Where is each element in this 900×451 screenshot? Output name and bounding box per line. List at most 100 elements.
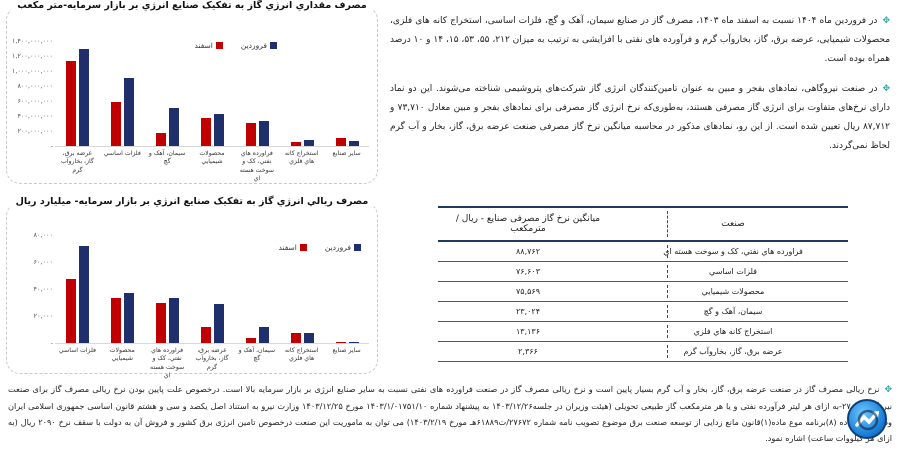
cell-industry: فراورده هاي نفتي، کک و سوخت هسته اي (663, 247, 803, 256)
plot-area: - ۲۰۰,۰۰۰,۰۰۰ ۴۰۰,۰۰۰,۰۰۰ ۶۰۰,۰۰۰,۰۰۰ ۸۰۰,۰۰… (11, 37, 373, 150)
x-category-label: محصولات شيميايي (109, 347, 135, 363)
cell-industry: محصولات شيميايي (701, 287, 765, 296)
bar-farvardin (258, 121, 269, 146)
x-category-label: فلزات اساسي (103, 150, 141, 157)
trend-arrow-logo-icon (847, 399, 887, 439)
table-row: محصولات شيميايي ۷۵,۵۶۹ (438, 282, 848, 302)
chart-title: مصرف ريالي انرژي گاز به تفکيک صنايع انرژ… (7, 196, 377, 207)
y-tick-label: ۱,۴۰۰,۰۰۰,۰۰۰ (11, 37, 53, 45)
y-tick-label: ۲۰۰,۰۰۰,۰۰۰ (17, 127, 53, 135)
bar-esfand (111, 298, 122, 343)
table-row: فلزات اساسي ۷۶,۶۰۳ (438, 262, 848, 282)
cell-rate: ۲,۳۶۶ (518, 347, 538, 356)
bar-farvardin (124, 77, 135, 146)
x-category-label: سيمان، آهک و گچ (238, 347, 276, 363)
bar-esfand (245, 338, 256, 343)
y-tick-label: ۲۰,۰۰۰ (33, 312, 53, 320)
bar-farvardin (348, 342, 359, 343)
bar-esfand (66, 279, 77, 343)
y-tick-label: ۱,۰۰۰,۰۰۰,۰۰۰ (11, 67, 53, 75)
paragraph-consumption-change: ✥در فروردین ماه ۱۴۰۴ نسبت به اسفند ماه ۱… (390, 16, 891, 64)
y-tick-label: ۴۰,۰۰۰ (33, 285, 53, 293)
bullet-icon: ✥ (884, 385, 892, 395)
table-row: فراورده هاي نفتي، کک و سوخت هسته اي ۸۸,۷۶… (438, 242, 848, 262)
bar-group (335, 235, 359, 343)
x-category-label: استخراج کانه هاي فلزي (284, 150, 319, 166)
bar-group (111, 41, 135, 146)
bar-farvardin (214, 304, 224, 343)
y-tick-label: ۴۰۰,۰۰۰,۰۰۰ (17, 112, 53, 120)
bullet-icon: ✥ (882, 16, 890, 26)
bar-esfand (156, 302, 167, 343)
chart-legend: فروردین اسفند (279, 243, 361, 252)
x-axis-line (55, 146, 369, 147)
cell-industry: عرضه برق، گاز، بخاروآب گرم (683, 347, 783, 356)
legend-farvardin: فروردین (325, 243, 361, 252)
x-category-label: محصولات شيميايي (199, 150, 225, 166)
y-tick-label: ۸۰,۰۰۰ (33, 231, 53, 239)
table-header: صنعت میانگین نرخ گاز مصرفی صنایع - ریال … (438, 208, 848, 242)
bar-farvardin (79, 245, 90, 343)
bar-farvardin (124, 293, 135, 343)
bar-group (335, 41, 359, 146)
bar-farvardin (258, 326, 269, 343)
bar-esfand (111, 101, 122, 146)
y-tick-label: - (50, 142, 53, 150)
bar-esfand (245, 122, 256, 146)
y-tick-label: ۶۰,۰۰۰ (33, 258, 53, 266)
y-tick-label: - (50, 339, 53, 347)
x-category-label: ساير صنايع (332, 150, 361, 157)
table-row: عرضه برق، گاز، بخاروآب گرم ۲,۳۶۶ (438, 342, 848, 362)
bar-farvardin (169, 298, 180, 343)
bar-esfand (66, 61, 77, 146)
bar-group (245, 41, 269, 146)
x-category-label: ساير صنايع (332, 347, 361, 354)
cell-rate: ۱۳,۱۳۶ (515, 327, 541, 336)
bar-group (290, 41, 314, 146)
bullet-icon: ✥ (882, 84, 890, 94)
chart-gas-volume: مصرف مقداري انرژي گاز به تفکيک صنايع انر… (6, 0, 378, 184)
x-category-label: فراورده هاي نفتي، کک و سوخت هسته اي (239, 150, 274, 183)
x-axis-line (55, 343, 369, 344)
table-row: استخراج کانه هاي فلزي ۱۳,۱۳۶ (438, 322, 848, 342)
header-industry: صنعت (721, 219, 745, 229)
cell-rate: ۷۵,۵۶۹ (515, 287, 541, 296)
x-category-label: فلزات اساسي (58, 347, 96, 354)
y-tick-label: ۱,۲۰۰,۰۰۰,۰۰۰ (11, 52, 53, 60)
bar-group (290, 235, 314, 343)
legend-farvardin: فروردین (241, 41, 277, 50)
x-category-label: عرضه برق، گاز، بخاروآب گرم (60, 150, 94, 174)
cell-rate: ۸۸,۷۶۲ (515, 247, 541, 256)
bar-esfand (290, 333, 301, 343)
footnote-paragraph: ✥نرخ ریالی مصرف گاز در صنعت عرضه برق، گا… (8, 384, 892, 443)
bar-farvardin (214, 113, 224, 146)
x-category-label: عرضه برق، گاز، بخاروآب گرم (195, 347, 229, 371)
bar-esfand (335, 342, 346, 343)
cell-rate: ۲۳,۰۲۴ (515, 307, 541, 316)
y-tick-label: ۶۰۰,۰۰۰,۰۰۰ (17, 97, 53, 105)
gas-rate-table: صنعت میانگین نرخ گاز مصرفی صنایع - ریال … (438, 206, 848, 362)
bar-group (156, 235, 180, 343)
chart-title: مصرف مقداري انرژي گاز به تفکيک صنايع انر… (7, 0, 377, 11)
x-category-label: سيمان، آهک و گچ (148, 150, 186, 166)
y-tick-label: ۸۰۰,۰۰۰,۰۰۰ (17, 82, 53, 90)
table-row: سيمان، آهک و گچ ۲۳,۰۲۴ (438, 302, 848, 322)
plot-area: - ۲۰,۰۰۰ ۴۰,۰۰۰ ۶۰,۰۰۰ ۸۰,۰۰۰ (11, 231, 373, 347)
legend-esfand: اسفند (195, 41, 223, 50)
bar-esfand (201, 118, 211, 146)
bar-farvardin (169, 107, 180, 146)
bar-group (201, 235, 224, 343)
bar-farvardin (79, 49, 90, 146)
bar-esfand (201, 326, 211, 343)
bar-group (156, 41, 180, 146)
cell-industry: فلزات اساسي (709, 267, 757, 276)
legend-esfand: اسفند (279, 243, 307, 252)
x-category-label: استخراج کانه هاي فلزي (284, 347, 319, 363)
bar-group (245, 235, 269, 343)
cell-rate: ۷۶,۶۰۳ (515, 267, 541, 276)
bar-esfand (335, 137, 346, 146)
bar-esfand (156, 133, 167, 146)
cell-industry: سيمان، آهک و گچ (703, 307, 763, 316)
bar-group (201, 41, 224, 146)
chart-gas-rial: مصرف ريالي انرژي گاز به تفکيک صنايع انرژ… (6, 196, 378, 379)
